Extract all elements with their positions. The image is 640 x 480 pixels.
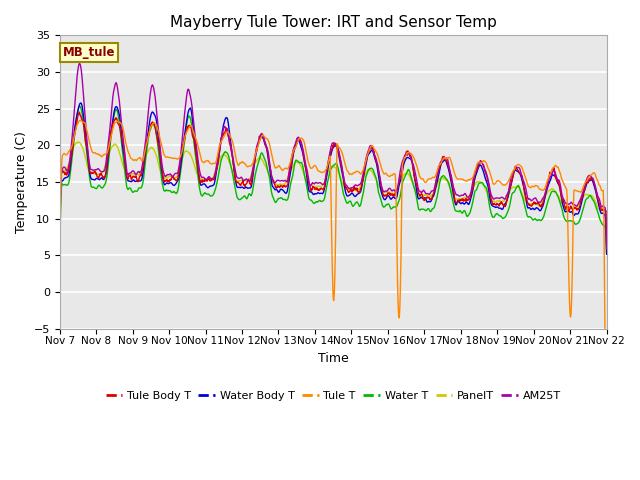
Water T xyxy=(490,215,497,220)
Tule Body T xyxy=(603,235,611,240)
Water T xyxy=(178,160,186,166)
Tule Body T xyxy=(419,192,426,197)
PanelT xyxy=(419,193,426,199)
Line: Tule Body T: Tule Body T xyxy=(60,112,607,238)
PanelT xyxy=(603,243,611,249)
Y-axis label: Temperature (C): Temperature (C) xyxy=(15,131,28,233)
PanelT xyxy=(56,228,63,234)
Tule T xyxy=(419,176,426,182)
Tule T xyxy=(239,159,246,165)
Water Body T xyxy=(419,195,426,201)
Line: Water Body T: Water Body T xyxy=(60,103,607,254)
Water T xyxy=(76,103,83,109)
Line: Tule T: Tule T xyxy=(60,120,607,456)
Line: AM25T: AM25T xyxy=(60,64,607,249)
Tule Body T xyxy=(164,179,172,184)
Water T xyxy=(56,252,63,258)
Tule Body T xyxy=(76,109,83,115)
AM25T xyxy=(603,246,611,252)
PanelT xyxy=(164,174,172,180)
Water Body T xyxy=(538,205,546,211)
Tule T xyxy=(603,424,611,430)
AM25T xyxy=(239,177,246,182)
Tule Body T xyxy=(178,147,186,153)
Water T xyxy=(538,217,546,223)
PanelT xyxy=(74,139,82,145)
PanelT xyxy=(178,158,186,164)
Water Body T xyxy=(77,100,84,106)
AM25T xyxy=(178,143,186,148)
AM25T xyxy=(164,172,172,178)
Tule T xyxy=(164,155,172,160)
Water Body T xyxy=(56,244,63,250)
Tule Body T xyxy=(490,202,497,207)
Water Body T xyxy=(178,155,186,160)
Water Body T xyxy=(603,252,611,257)
Water T xyxy=(239,194,246,200)
Water T xyxy=(164,188,172,193)
Tule T xyxy=(538,187,546,193)
Water T xyxy=(603,251,611,257)
Tule T xyxy=(178,150,186,156)
PanelT xyxy=(538,200,546,205)
Tule Body T xyxy=(538,202,546,208)
AM25T xyxy=(490,196,497,202)
Legend: Tule Body T, Water Body T, Tule T, Water T, PanelT, AM25T: Tule Body T, Water Body T, Tule T, Water… xyxy=(101,386,565,405)
Text: MB_tule: MB_tule xyxy=(63,47,115,60)
Tule T xyxy=(56,253,63,259)
AM25T xyxy=(56,241,63,247)
Tule T xyxy=(490,181,497,187)
PanelT xyxy=(239,178,246,183)
X-axis label: Time: Time xyxy=(318,352,349,365)
Line: PanelT: PanelT xyxy=(60,142,607,246)
Water Body T xyxy=(239,185,246,191)
Tule Body T xyxy=(56,230,63,236)
AM25T xyxy=(419,189,426,195)
Water Body T xyxy=(164,181,172,187)
AM25T xyxy=(538,197,546,203)
Tule Body T xyxy=(239,178,246,183)
PanelT xyxy=(490,198,497,204)
AM25T xyxy=(76,61,83,67)
Water T xyxy=(419,206,426,212)
Tule T xyxy=(76,118,83,123)
Line: Water T: Water T xyxy=(60,106,607,255)
Tule T xyxy=(602,454,610,459)
Title: Mayberry Tule Tower: IRT and Sensor Temp: Mayberry Tule Tower: IRT and Sensor Temp xyxy=(170,15,497,30)
Water Body T xyxy=(490,204,497,209)
